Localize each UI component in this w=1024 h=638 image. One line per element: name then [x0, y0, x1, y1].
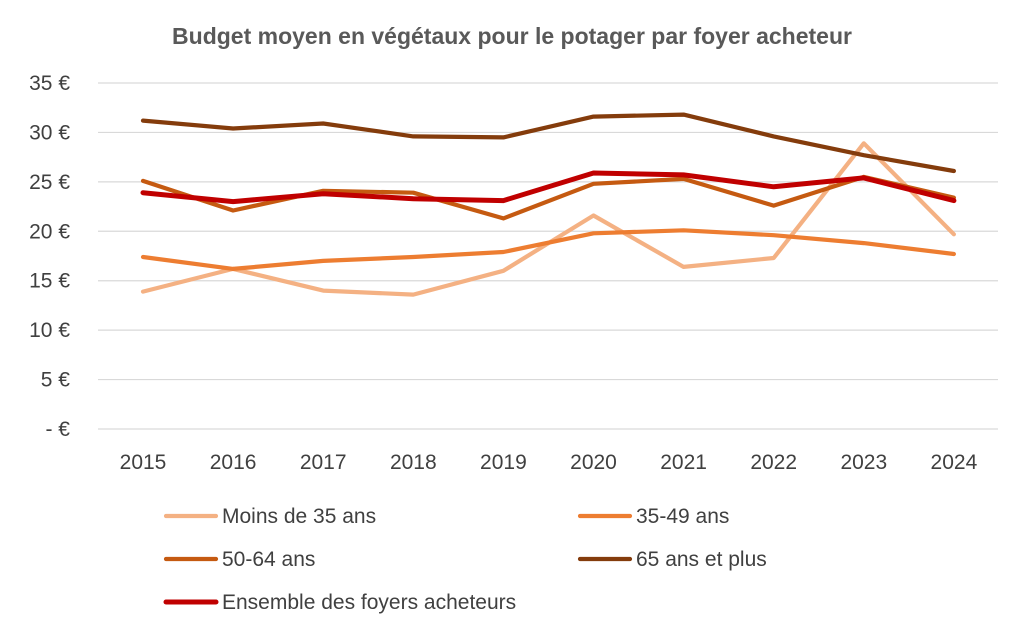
legend-item: 65 ans et plus — [577, 548, 767, 571]
series-line — [140, 228, 957, 271]
y-tick-label: 20 € — [29, 220, 70, 243]
series-line — [140, 170, 957, 205]
legend-item: 35-49 ans — [577, 505, 729, 528]
chart-title: Budget moyen en végétaux pour le potager… — [172, 23, 852, 49]
legend-item: 50-64 ans — [163, 548, 315, 571]
y-tick-label: - € — [45, 418, 70, 441]
x-tick-label: 2018 — [390, 451, 437, 474]
x-tick-label: 2020 — [570, 451, 617, 474]
legend-item: Moins de 35 ans — [163, 505, 376, 528]
legend: Moins de 35 ans 35-49 ans 50-64 ans 65 ans … — [163, 505, 767, 614]
series-line — [140, 141, 957, 297]
x-tick-label: 2015 — [120, 451, 167, 474]
x-tick-label: 2021 — [660, 451, 707, 474]
x-tick-label: 2016 — [210, 451, 257, 474]
legend-label: 50-64 ans — [222, 548, 315, 571]
y-axis-ticks: - € 5 € 10 € 15 € 20 € 25 € 30 € 35 € — [29, 72, 70, 441]
legend-item: Ensemble des foyers acheteurs — [163, 591, 516, 614]
x-tick-label: 2019 — [480, 451, 527, 474]
legend-label: 65 ans et plus — [636, 548, 767, 571]
y-tick-label: 15 € — [29, 270, 70, 293]
y-tick-label: 25 € — [29, 171, 70, 194]
gridlines — [98, 82, 998, 430]
y-tick-label: 5 € — [41, 369, 71, 392]
series-line — [140, 174, 957, 221]
x-tick-label: 2017 — [300, 451, 347, 474]
legend-label: Moins de 35 ans — [222, 505, 376, 528]
y-tick-label: 30 € — [29, 121, 70, 144]
legend-label: Ensemble des foyers acheteurs — [222, 591, 516, 614]
x-tick-label: 2024 — [931, 451, 978, 474]
legend-label: 35-49 ans — [636, 505, 729, 528]
x-tick-label: 2022 — [750, 451, 797, 474]
x-tick-label: 2023 — [840, 451, 887, 474]
y-tick-label: 35 € — [29, 72, 70, 95]
x-axis-ticks: 2015 2016 2017 2018 2019 2020 2021 2022 2023 2024 — [120, 451, 978, 474]
y-tick-label: 10 € — [29, 319, 70, 342]
series-lines — [140, 112, 957, 297]
series-line — [140, 112, 957, 174]
